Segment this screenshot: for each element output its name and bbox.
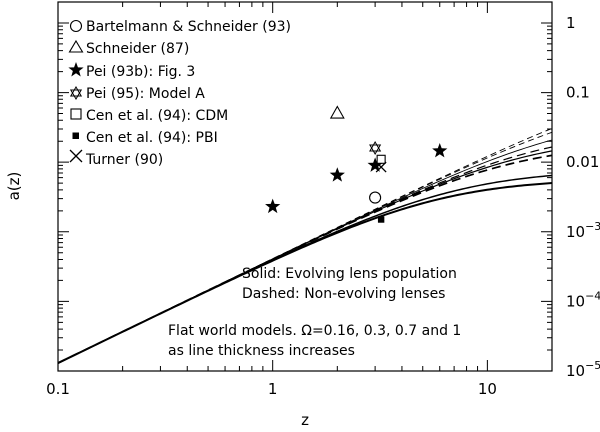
legend-label: Pei (95): Model A	[86, 86, 205, 102]
ticks-layer	[57, 1, 553, 372]
y-tick-label: 1	[566, 14, 576, 32]
legend-marker-open-square	[70, 108, 82, 120]
legend-marker-star	[68, 62, 84, 77]
legend-marker-hexagram	[69, 86, 83, 100]
data-point-cross	[375, 161, 387, 173]
y-tick-label: 10−5	[566, 359, 600, 380]
annotation-thickness: as line thickness increases	[168, 343, 355, 359]
y-tick-label: 10−4	[566, 289, 600, 310]
legend-marker-filled-square	[72, 132, 79, 139]
data-point-circle	[369, 191, 382, 204]
data-point-hexagram	[369, 140, 382, 155]
annotation-solid: Solid: Evolving lens population	[242, 266, 457, 282]
annotation-dashed: Dashed: Non-evolving lenses	[242, 286, 445, 302]
data-point-open-square	[376, 154, 386, 164]
legend-label: Pei (93b): Fig. 3	[86, 64, 195, 80]
x-tick-label: 0.1	[46, 380, 70, 398]
legend-label: Turner (90)	[85, 152, 163, 168]
markers-layer	[265, 105, 448, 223]
legend-label: Cen et al. (94): CDM	[86, 108, 228, 124]
data-point-star	[265, 198, 281, 214]
legend-label: Schneider (87)	[86, 41, 189, 57]
plot-frame	[57, 1, 553, 372]
legend-marker-circle	[69, 19, 83, 33]
tick-labels-layer: 0.1 1 10 1 0.1 0.01 10−3 10−4 10−5	[46, 14, 600, 398]
x-tick-label: 10	[478, 380, 497, 398]
y-axis-label: a(z)	[5, 172, 23, 201]
data-point-filled-square	[377, 216, 385, 223]
legend-label: Bartelmann & Schneider (93)	[86, 19, 291, 35]
data-point-star	[432, 142, 448, 158]
legend-label: Cen et al. (94): PBI	[86, 130, 218, 146]
data-point-triangle	[329, 105, 345, 119]
data-point-star	[329, 167, 345, 182]
y-tick-label: 0.1	[566, 84, 590, 102]
y-tick-label: 0.01	[566, 153, 599, 171]
legend-marker-cross	[69, 149, 83, 163]
annotation-models: Flat world models. Ω=0.16, 0.3, 0.7 and …	[168, 323, 461, 339]
legend-marker-triangle	[68, 39, 84, 53]
x-axis-label: z	[301, 411, 309, 429]
data-point-star	[367, 157, 383, 172]
x-tick-label: 1	[268, 380, 278, 398]
y-tick-label: 10−3	[566, 220, 600, 241]
series-line-solid	[57, 182, 553, 364]
curves-layer	[57, 128, 553, 364]
legend: Bartelmann & Schneider (93) Schneider (8…	[68, 19, 291, 168]
